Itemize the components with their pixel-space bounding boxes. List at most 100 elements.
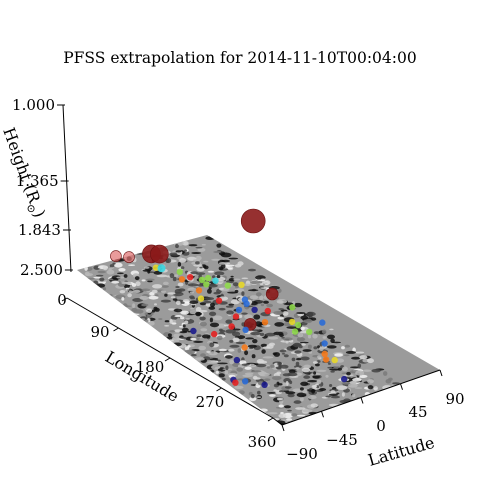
longitude-tick-label: 360 [248, 433, 277, 451]
magnetogram-speck [182, 324, 186, 328]
magnetogram-speck [218, 287, 224, 290]
magnetogram-speck [206, 350, 211, 353]
scatter-point [331, 356, 338, 364]
height-tick-label: 1.000 [12, 96, 55, 114]
magnetogram-speck [228, 303, 235, 306]
magnetogram-speck [139, 295, 149, 300]
magnetogram-speck [264, 378, 271, 382]
magnetogram-speck [141, 303, 149, 307]
magnetogram-speck [102, 265, 108, 271]
magnetogram-speck [253, 314, 261, 320]
scatter-point [265, 287, 279, 301]
latitude-tick-label: 0 [376, 417, 386, 435]
magnetogram-speck [307, 380, 318, 383]
magnetogram-speck [311, 385, 317, 388]
magnetogram-speck [383, 371, 388, 376]
magnetogram-speck [198, 345, 206, 351]
magnetogram-speck [177, 282, 184, 287]
magnetogram-speck [250, 280, 259, 285]
magnetogram-speck [295, 361, 300, 367]
magnetogram-speck [196, 266, 205, 272]
magnetogram-speck [164, 325, 170, 327]
magnetogram-speck [264, 280, 271, 286]
magnetogram-speck [254, 363, 259, 365]
magnetogram-speck [253, 377, 261, 380]
magnetogram-speck [269, 394, 276, 397]
magnetogram-speck [268, 336, 279, 340]
magnetogram-speck [369, 397, 376, 402]
magnetogram-speck [225, 365, 229, 371]
magnetogram-speck [256, 396, 262, 398]
magnetogram-speck [230, 275, 234, 278]
magnetogram-speck [204, 297, 215, 301]
scatter-point [204, 274, 212, 282]
magnetogram-speck [250, 331, 261, 336]
magnetogram-speck [177, 241, 184, 246]
magnetogram-speck [300, 396, 304, 402]
magnetogram-speck [344, 344, 351, 348]
magnetogram-speck [346, 371, 351, 376]
magnetogram-speck [296, 312, 306, 314]
magnetogram-speck [383, 392, 393, 397]
magnetogram-speck [283, 378, 291, 383]
magnetogram-speck [121, 297, 125, 301]
magnetogram-speck [175, 243, 179, 249]
magnetogram-speck [257, 279, 266, 282]
magnetogram-speck [372, 396, 381, 398]
magnetogram-speck [307, 344, 312, 349]
magnetogram-speck [308, 316, 313, 319]
magnetogram-speck [189, 291, 194, 294]
magnetogram-speck [295, 367, 300, 370]
magnetogram-speck [280, 412, 284, 415]
magnetogram-speck [248, 268, 256, 272]
magnetogram-speck [171, 322, 177, 325]
magnetogram-speck [174, 274, 179, 277]
magnetogram-speck [208, 351, 218, 356]
magnetogram-speck [325, 395, 332, 398]
magnetogram-speck [188, 244, 198, 247]
magnetogram-speck [310, 403, 318, 408]
magnetogram-speck [385, 379, 392, 384]
magnetogram-speck [224, 370, 229, 375]
magnetogram-speck [125, 287, 130, 290]
magnetogram-speck [173, 291, 184, 297]
magnetogram-speck [241, 363, 250, 366]
magnetogram-speck [232, 282, 239, 287]
magnetogram-speck [172, 298, 178, 301]
scatter-point [319, 319, 326, 326]
magnetogram-speck [167, 333, 172, 337]
magnetogram-speck [273, 389, 278, 392]
magnetogram-speck [153, 306, 158, 311]
scatter-point [238, 281, 245, 288]
latitude-tick-mark [360, 397, 364, 404]
magnetogram-speck [322, 329, 327, 334]
magnetogram-speck [193, 340, 204, 343]
magnetogram-speck [201, 334, 211, 339]
magnetogram-speck [255, 292, 262, 297]
scatter-point [110, 250, 122, 262]
magnetogram-speck [221, 263, 226, 269]
magnetogram-speck [144, 266, 150, 269]
magnetogram-speck [266, 366, 271, 369]
magnetogram-speck [228, 278, 235, 282]
magnetogram-speck [251, 329, 261, 332]
height-axis-line [62, 104, 72, 273]
magnetogram-speck [123, 305, 132, 308]
magnetogram-speck [284, 386, 292, 389]
magnetogram-speck [330, 370, 335, 373]
magnetogram-speck [284, 405, 291, 409]
magnetogram-speck [218, 373, 225, 378]
magnetogram-speck [158, 318, 163, 320]
magnetogram-speck [319, 388, 327, 391]
magnetogram-speck [210, 369, 215, 373]
magnetogram-speck [167, 292, 176, 295]
scatter-point [264, 307, 271, 315]
magnetogram-speck [207, 361, 218, 364]
longitude-tick-mark [267, 417, 274, 422]
magnetogram-speck [260, 343, 268, 348]
magnetogram-speck [278, 413, 287, 418]
magnetogram-speck [160, 299, 171, 303]
magnetogram-speck [341, 392, 345, 397]
magnetogram-speck [302, 349, 312, 352]
magnetogram-speck [330, 390, 336, 394]
